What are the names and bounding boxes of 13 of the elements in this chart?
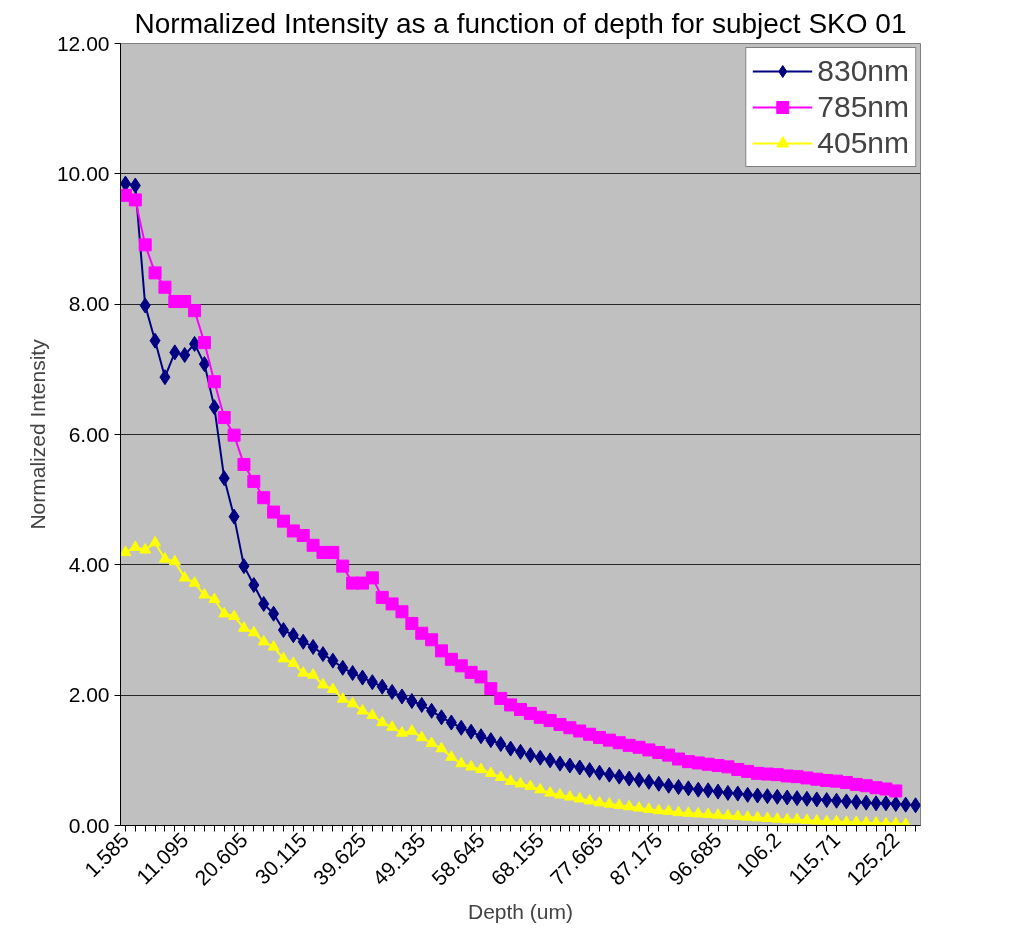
legend-label: 785nm [817, 90, 909, 124]
y-tick-label: 8.00 [68, 292, 110, 316]
y-tick-label: 10.00 [56, 161, 110, 185]
y-tick-label: 0.00 [68, 813, 110, 837]
y-tick-label: 4.00 [68, 552, 110, 576]
y-tick-label: 2.00 [68, 683, 110, 707]
y-axis-title: Normalized Intensity [25, 338, 49, 530]
legend-label: 405nm [817, 126, 909, 160]
chart-title: Normalized Intensity as a function of depth for subject SKO 01 [134, 7, 907, 39]
x-axis-title: Depth (um) [467, 899, 574, 923]
legend-label: 830nm [817, 54, 909, 88]
y-tick-label: 12.00 [56, 31, 110, 55]
y-tick-label: 6.00 [68, 422, 110, 446]
